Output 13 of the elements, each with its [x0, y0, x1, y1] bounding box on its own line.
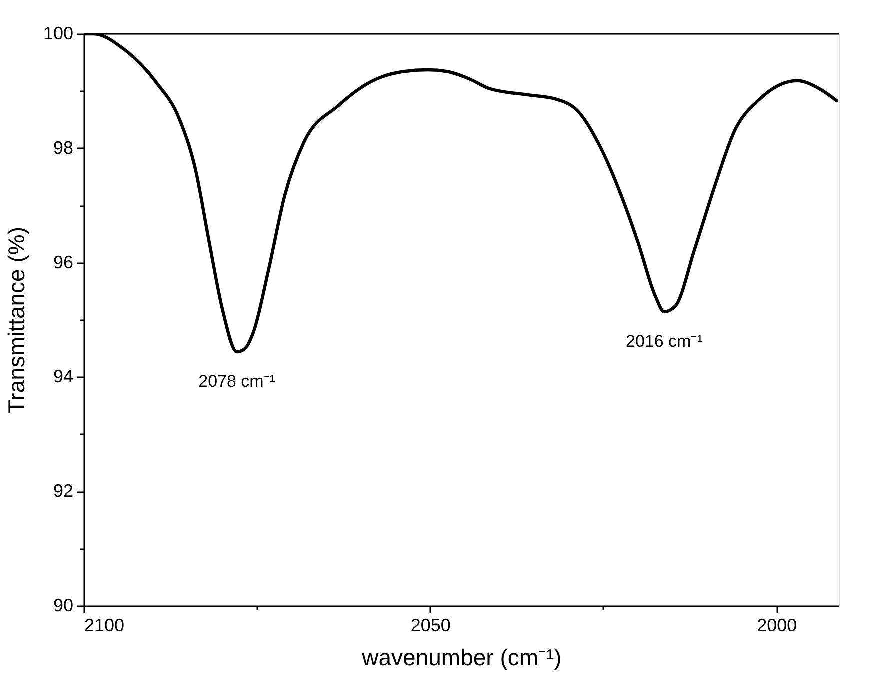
- y-tick-label: 94: [53, 366, 74, 387]
- y-tick-label: 96: [53, 252, 74, 272]
- x-axis-title: wavenumber (cm⁻¹): [361, 644, 562, 670]
- y-tick-label: 90: [53, 596, 74, 616]
- x-tick-label: 2100: [84, 616, 125, 636]
- annotation: 2078 cm⁻¹: [198, 372, 276, 392]
- y-tick-label: 92: [53, 481, 74, 502]
- y-tick-label: 100: [43, 24, 74, 44]
- y-tick-label: 98: [53, 138, 74, 158]
- y-axis-title: Transmittance (%): [3, 226, 30, 414]
- x-tick-label: 2000: [757, 616, 798, 636]
- annotation: 2016 cm⁻¹: [626, 332, 704, 351]
- x-tick-label: 2050: [410, 616, 451, 636]
